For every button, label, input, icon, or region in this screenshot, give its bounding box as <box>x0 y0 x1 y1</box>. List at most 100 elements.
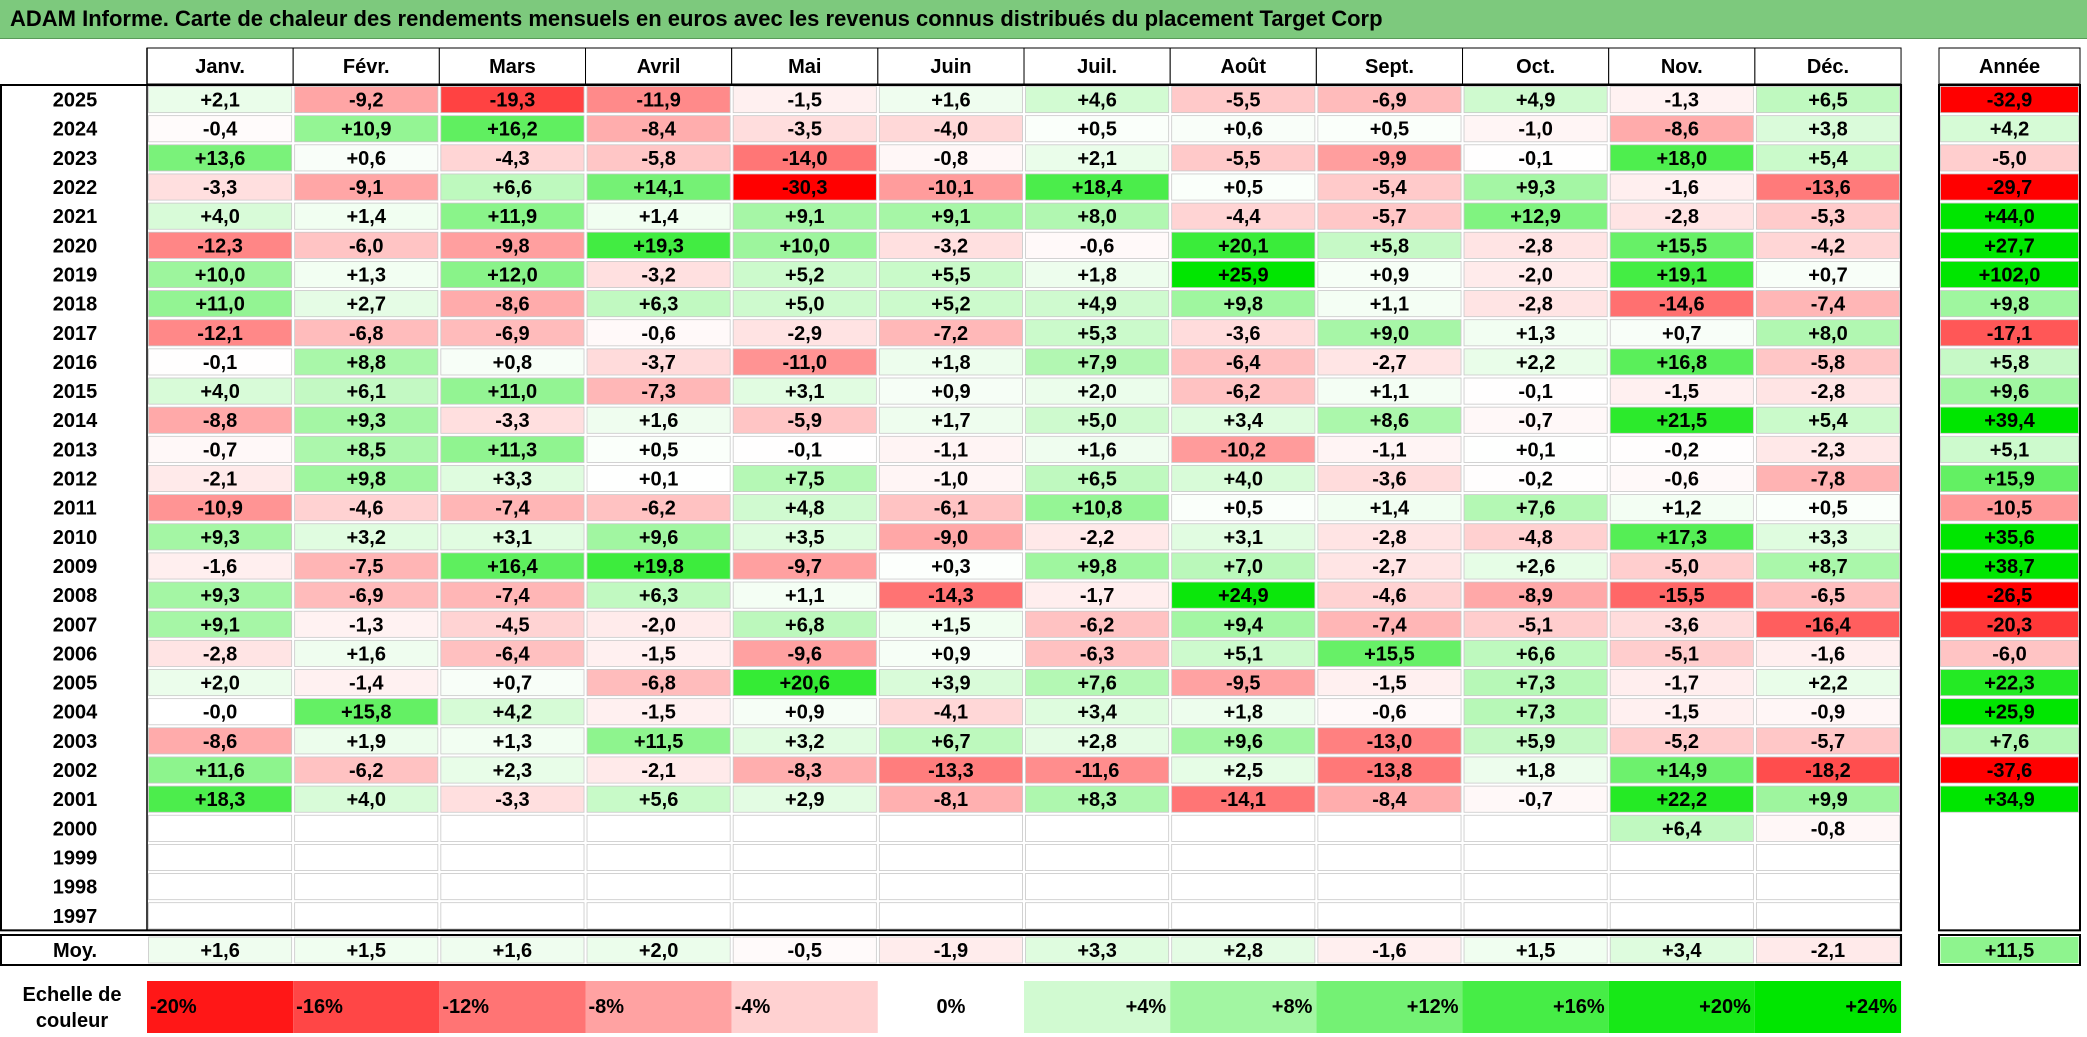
year-label: 2003 <box>53 731 98 753</box>
average-cell <box>148 936 293 964</box>
heat-cell-value: -0,6 <box>1372 702 1406 724</box>
heat-cell <box>440 552 585 580</box>
heat-cell-value: +4,8 <box>785 498 824 520</box>
heat-cell-value: +14,1 <box>633 177 684 199</box>
annual-cell-value: +15,9 <box>1984 469 2035 491</box>
heat-cell <box>1171 494 1316 522</box>
average-cell <box>1171 936 1316 964</box>
heat-cell <box>586 231 731 259</box>
heat-cell-value: -8,6 <box>1665 119 1699 141</box>
average-annual-cell <box>1940 937 2079 963</box>
annual-cell-value: -10,5 <box>1987 498 2033 520</box>
heat-cell <box>1317 465 1462 493</box>
heat-cell-value: +4,0 <box>200 206 239 228</box>
heat-cell <box>1317 144 1462 172</box>
heat-cell <box>1755 785 1900 813</box>
heat-cell-value: +16,2 <box>487 119 538 141</box>
year-label: 2023 <box>53 148 98 170</box>
annual-cell <box>1940 902 2079 929</box>
heat-cell <box>1463 902 1608 930</box>
year-label: 2008 <box>53 585 98 607</box>
heat-cell <box>1463 698 1608 726</box>
average-cell-value: +1,6 <box>200 940 239 962</box>
heat-cell <box>1317 785 1462 813</box>
heat-cell-value: +0,3 <box>931 556 970 578</box>
heat-cell-value: +9,1 <box>931 206 970 228</box>
heat-cell <box>732 202 877 230</box>
average-cell <box>1025 936 1170 964</box>
heat-cell-value: -3,3 <box>495 789 529 811</box>
heat-cell-value: +3,8 <box>1808 119 1847 141</box>
heat-cell-value: -14,0 <box>782 148 828 170</box>
heat-cell <box>1025 581 1170 609</box>
heat-cell <box>440 173 585 201</box>
heat-cell <box>732 610 877 638</box>
heat-cell <box>1755 552 1900 580</box>
scale-swatch <box>439 981 586 1033</box>
heat-cell <box>440 814 585 842</box>
heat-cell-value: -8,4 <box>1372 789 1407 811</box>
annual-cell <box>1940 86 2079 114</box>
year-label: 2001 <box>53 789 98 811</box>
year-label: 2005 <box>53 673 98 695</box>
heat-cell <box>1463 173 1608 201</box>
heat-cell-value: -0,2 <box>1665 439 1699 461</box>
heat-cell <box>878 406 1023 434</box>
heat-cell <box>1025 86 1170 114</box>
annual-cell <box>1940 815 2079 842</box>
heat-cell <box>294 873 439 901</box>
heat-cell-value: +1,9 <box>347 731 386 753</box>
heat-cell-value: -0,1 <box>788 439 822 461</box>
heat-cell-value: +1,6 <box>347 643 386 665</box>
heat-cell-value: -9,2 <box>349 90 383 112</box>
scale-swatch-label: -12% <box>442 996 489 1018</box>
heat-cell-value: -2,8 <box>1665 206 1699 228</box>
scale-swatch <box>1608 981 1755 1033</box>
heat-cell <box>1171 902 1316 930</box>
heat-cell <box>1171 231 1316 259</box>
year-label: 1998 <box>53 877 98 899</box>
heat-cell <box>1317 494 1462 522</box>
heat-cell-value: +20,6 <box>779 673 830 695</box>
heat-cell-value: +16,4 <box>487 556 538 578</box>
heat-cell <box>1463 465 1608 493</box>
heat-cell <box>1171 406 1316 434</box>
heat-cell-value: -6,2 <box>1226 381 1260 403</box>
heat-cell-value: +2,3 <box>493 760 532 782</box>
heat-cell-value: +4,0 <box>347 789 386 811</box>
heat-cell <box>1463 86 1608 114</box>
heat-cell-value: -1,5 <box>641 643 675 665</box>
heat-cell-value: -0,9 <box>1811 702 1845 724</box>
heat-cell-value: +6,5 <box>1808 90 1847 112</box>
heat-cell-value: +0,5 <box>1224 177 1263 199</box>
heat-cell-value: -0,7 <box>203 439 237 461</box>
heat-cell-value: -30,3 <box>782 177 828 199</box>
heat-cell <box>1025 669 1170 697</box>
heat-cell-value: +14,9 <box>1656 760 1707 782</box>
heat-cell <box>1025 552 1170 580</box>
heat-cell <box>1025 465 1170 493</box>
heat-cell <box>732 319 877 347</box>
heat-cell <box>148 552 293 580</box>
heat-cell-value: +1,5 <box>931 614 970 636</box>
heat-cell <box>586 377 731 405</box>
annual-cell-value: -32,9 <box>1987 90 2033 112</box>
heat-cell-value: +7,9 <box>1077 352 1116 374</box>
annual-cell <box>1940 290 2079 318</box>
heat-cell-value: -8,8 <box>203 410 237 432</box>
heat-cell-value: -13,6 <box>1805 177 1851 199</box>
heat-cell <box>294 435 439 463</box>
heat-cell <box>1463 669 1608 697</box>
heat-cell <box>1755 581 1900 609</box>
heat-cell-value: +0,8 <box>493 352 532 374</box>
heat-cell <box>586 290 731 318</box>
heat-cell-value: +10,9 <box>341 119 392 141</box>
heat-cell-value: -6,1 <box>934 498 968 520</box>
heat-cell <box>1025 173 1170 201</box>
scale-swatch <box>1024 981 1171 1033</box>
heat-cell-value: -8,1 <box>934 789 968 811</box>
heat-cell <box>1171 756 1316 784</box>
heat-cell <box>1463 319 1608 347</box>
heat-cell <box>878 902 1023 930</box>
heat-cell-value: -0,1 <box>1518 148 1552 170</box>
